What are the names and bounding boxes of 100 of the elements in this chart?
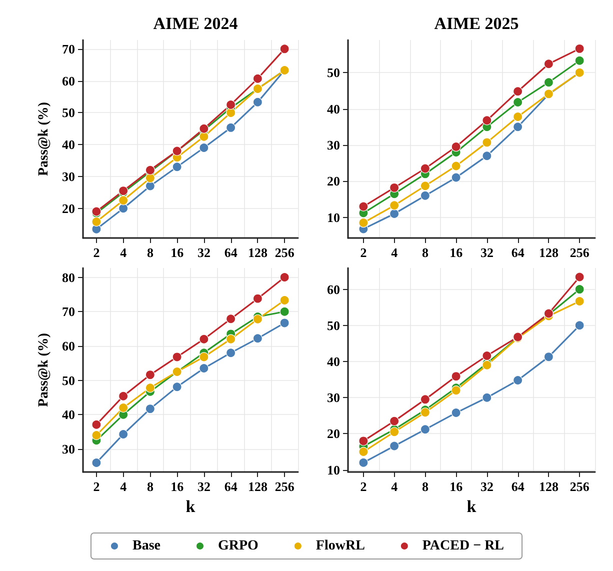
point xyxy=(482,116,492,126)
y-tick-label: 60 xyxy=(327,282,340,297)
point xyxy=(358,458,368,468)
point xyxy=(358,218,368,228)
x-tick-label: 2 xyxy=(93,479,100,494)
point xyxy=(172,352,182,362)
point xyxy=(226,314,236,324)
x-tick-label: 16 xyxy=(170,479,184,494)
point xyxy=(252,334,262,344)
x-tick-label: 256 xyxy=(570,479,590,494)
point xyxy=(544,78,554,88)
point xyxy=(358,436,368,446)
point xyxy=(226,100,236,110)
point xyxy=(420,181,430,191)
y-tick-label: 60 xyxy=(62,73,75,88)
x-tick-label: 128 xyxy=(248,479,268,494)
point xyxy=(574,296,584,306)
point xyxy=(451,161,461,171)
point xyxy=(92,458,102,468)
y-tick-label: 50 xyxy=(327,65,340,80)
point xyxy=(226,108,236,118)
legend-label: FlowRL xyxy=(316,538,365,554)
y-tick-label: 30 xyxy=(327,390,340,406)
point xyxy=(199,142,209,153)
y-tick-label: 40 xyxy=(327,101,340,116)
point xyxy=(513,375,523,386)
point xyxy=(451,142,461,152)
point xyxy=(172,162,182,172)
x-tick-label: 256 xyxy=(274,245,295,260)
x-tick-label: 32 xyxy=(197,479,210,494)
point xyxy=(280,44,290,54)
point xyxy=(145,404,155,414)
point xyxy=(513,97,523,108)
point xyxy=(118,429,128,440)
point xyxy=(574,320,584,330)
y-tick-label: 40 xyxy=(62,407,75,422)
point xyxy=(482,151,492,161)
point xyxy=(118,391,128,401)
point xyxy=(420,164,430,174)
point xyxy=(92,420,102,430)
point xyxy=(451,386,461,396)
point xyxy=(390,441,400,451)
point xyxy=(574,284,584,294)
point xyxy=(252,294,262,304)
point xyxy=(199,363,209,374)
x-tick-label: 8 xyxy=(146,479,154,494)
x-tick-label: 256 xyxy=(274,479,295,494)
point xyxy=(574,56,584,66)
y-tick-label: 40 xyxy=(327,354,340,370)
point xyxy=(252,97,262,107)
legend-label: GRPO xyxy=(218,538,259,554)
point xyxy=(145,383,155,393)
x-tick-label: 64 xyxy=(511,479,525,494)
x-tick-label: 64 xyxy=(224,245,238,260)
x-tick-label: 32 xyxy=(480,245,494,260)
x-tick-label: 128 xyxy=(248,245,268,260)
point xyxy=(451,172,461,182)
x-tick-label: 2 xyxy=(360,245,367,260)
point xyxy=(199,132,209,142)
y-tick-label: 30 xyxy=(327,137,340,152)
y-tick-label: 30 xyxy=(62,441,75,456)
point xyxy=(252,314,262,324)
point xyxy=(118,402,128,413)
point xyxy=(390,416,400,426)
point xyxy=(358,446,368,457)
y-tick-label: 10 xyxy=(327,210,340,225)
point xyxy=(226,334,236,344)
x-axis-title: k xyxy=(186,496,196,516)
point xyxy=(390,208,400,219)
point xyxy=(482,138,492,148)
legend-label: Base xyxy=(132,538,160,554)
y-tick-label: 70 xyxy=(62,41,75,56)
y-tick-label: 50 xyxy=(62,105,75,120)
point xyxy=(544,352,554,362)
y-axis-title: Pass@k (%) xyxy=(36,332,52,408)
x-tick-label: 128 xyxy=(538,245,559,260)
y-tick-label: 20 xyxy=(62,200,75,216)
x-tick-label: 4 xyxy=(120,479,128,494)
point xyxy=(390,182,400,192)
x-tick-label: 32 xyxy=(480,479,494,494)
chart-title: AIME 2025 xyxy=(434,14,519,33)
point xyxy=(252,74,262,84)
point xyxy=(390,427,400,437)
x-tick-label: 16 xyxy=(450,479,464,494)
point xyxy=(482,350,492,361)
point xyxy=(358,202,368,212)
y-tick-label: 60 xyxy=(62,338,75,354)
point xyxy=(482,392,492,402)
x-tick-label: 256 xyxy=(570,245,590,260)
point xyxy=(199,334,209,344)
point xyxy=(92,430,102,440)
y-tick-label: 50 xyxy=(327,318,340,333)
point xyxy=(420,190,430,200)
point xyxy=(145,173,155,183)
x-tick-label: 16 xyxy=(170,245,184,260)
x-tick-label: 128 xyxy=(538,479,559,494)
x-tick-label: 4 xyxy=(391,479,398,494)
x-tick-label: 32 xyxy=(197,245,210,260)
point xyxy=(172,382,182,392)
point xyxy=(390,200,400,210)
